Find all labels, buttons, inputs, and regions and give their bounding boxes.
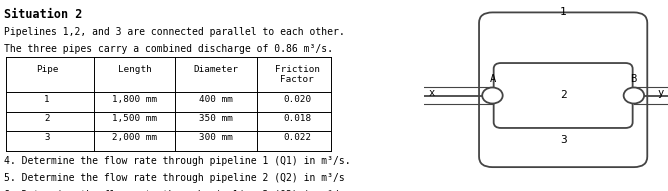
Text: 3: 3 [44,133,50,142]
Text: 0.020: 0.020 [283,95,311,104]
Circle shape [624,87,644,104]
Text: 0.022: 0.022 [283,133,311,142]
Text: 400 mm: 400 mm [199,95,232,104]
Text: x: x [428,88,435,98]
Text: 2,000 mm: 2,000 mm [112,133,157,142]
Circle shape [482,87,503,104]
Text: 3: 3 [560,135,566,145]
Text: 2: 2 [44,114,50,123]
Text: 1,800 mm: 1,800 mm [112,95,157,104]
Text: Length: Length [118,65,152,74]
Text: 5. Determine the flow rate through pipeline 2 (Q2) in m³/s: 5. Determine the flow rate through pipel… [4,173,345,183]
Text: 1: 1 [560,7,566,17]
Text: 0.018: 0.018 [283,114,311,123]
Text: 2: 2 [560,91,566,100]
Text: A: A [490,74,496,84]
Text: 1: 1 [44,95,50,104]
Text: 1,500 mm: 1,500 mm [112,114,157,123]
Text: 4. Determine the flow rate through pipeline 1 (Q1) in m³/s.: 4. Determine the flow rate through pipel… [4,156,351,166]
Text: Diameter: Diameter [194,65,238,74]
Text: 350 mm: 350 mm [199,114,232,123]
Text: Pipe: Pipe [36,65,58,74]
Text: y: y [657,88,664,98]
FancyBboxPatch shape [494,63,633,128]
Text: Pipelines 1,2, and 3 are connected parallel to each other.: Pipelines 1,2, and 3 are connected paral… [4,27,345,37]
Text: 300 mm: 300 mm [199,133,232,142]
Text: 6. Determine the flow rate through pipeline 3 (Q3) in m³/s: 6. Determine the flow rate through pipel… [4,190,345,191]
Text: B: B [630,74,637,84]
Text: Situation 2: Situation 2 [4,8,83,21]
Text: The three pipes carry a combined discharge of 0.86 m³/s.: The three pipes carry a combined dischar… [4,44,333,54]
Text: Friction
Factor: Friction Factor [275,65,319,84]
